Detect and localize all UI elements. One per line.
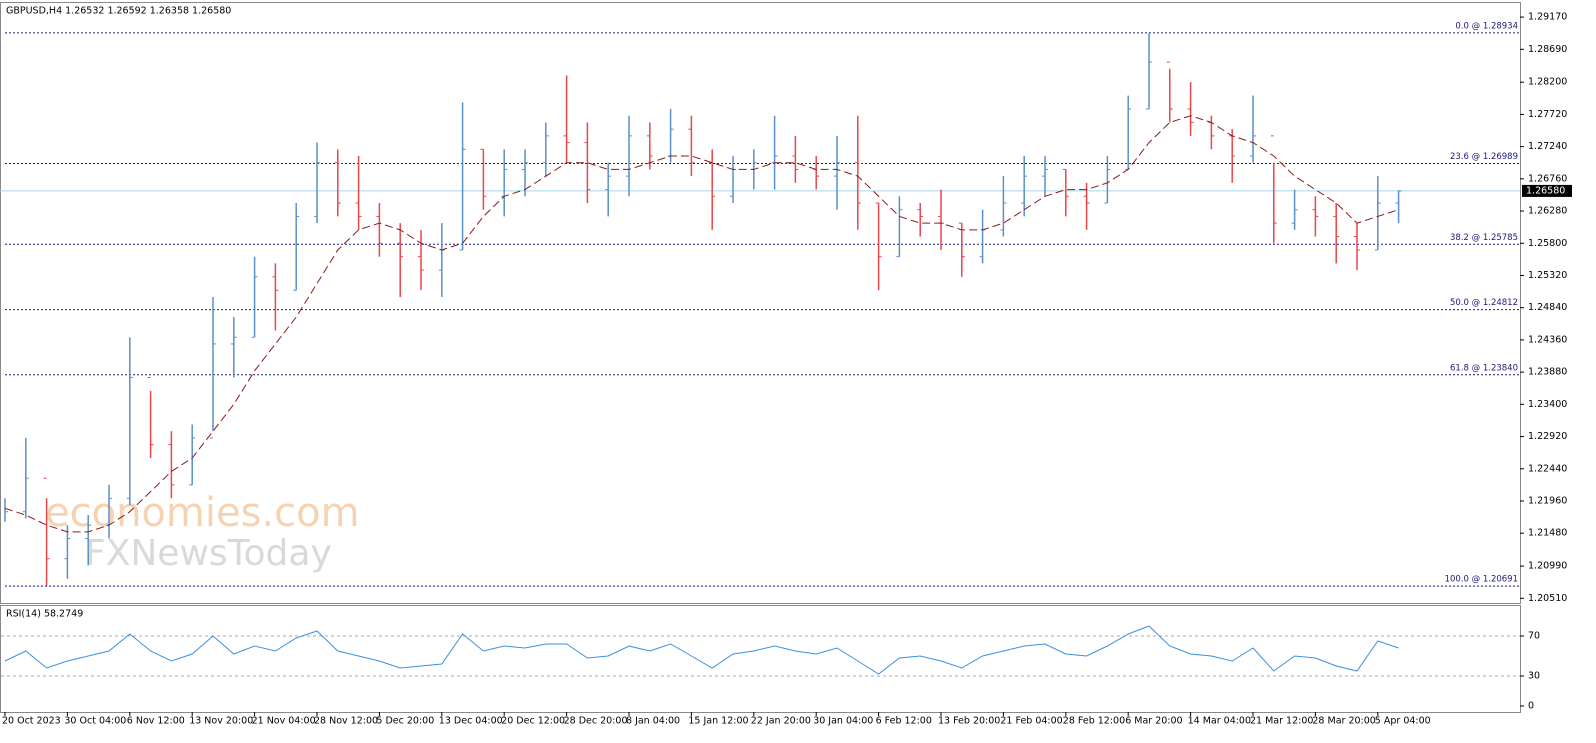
y-tick-label: 1.23880	[1528, 367, 1567, 378]
y-tick-label: 1.26280	[1528, 206, 1567, 217]
x-tick-label: 13 Dec 04:00	[439, 716, 503, 727]
fib-label: 0.0 @ 1.28934	[1455, 21, 1518, 31]
x-tick-label: 6 Nov 12:00	[127, 716, 185, 727]
x-tick-label: 28 Dec 20:00	[564, 716, 628, 727]
x-tick-label: 5 Apr 04:00	[1375, 716, 1431, 727]
y-tick-label: 1.21960	[1528, 495, 1567, 506]
y-tick-label: 0	[1528, 701, 1534, 712]
y-tick-label: 1.28200	[1528, 77, 1567, 88]
fib-label: 50.0 @ 1.24812	[1450, 298, 1518, 308]
watermark: economies.com	[45, 490, 360, 536]
y-tick-label: 1.22920	[1528, 431, 1567, 442]
y-tick-label: 1.22440	[1528, 463, 1567, 474]
x-tick-label: 28 Nov 12:00	[314, 716, 378, 727]
x-tick-label: 15 Jan 12:00	[688, 716, 748, 727]
fib-label: 38.2 @ 1.25785	[1450, 233, 1518, 243]
rsi-line	[4, 625, 1399, 675]
x-tick-label: 21 Nov 04:00	[252, 716, 316, 727]
x-tick-label: 21 Feb 04:00	[1000, 716, 1062, 727]
y-tick-label: 70	[1528, 631, 1540, 642]
x-tick-label: 28 Mar 20:00	[1312, 716, 1375, 727]
last-price-label: 1.26580	[1526, 185, 1565, 196]
x-tick-label: 30 Oct 04:00	[64, 716, 126, 727]
x-tick-label: 28 Feb 12:00	[1063, 716, 1125, 727]
y-tick-label: 1.23400	[1528, 399, 1567, 410]
x-tick-label: 14 Mar 04:00	[1188, 716, 1251, 727]
x-tick-label: 21 Mar 12:00	[1250, 716, 1313, 727]
y-tick-label: 1.20990	[1528, 561, 1567, 572]
y-tick-label: 1.21480	[1528, 528, 1567, 539]
y-tick-label: 1.28690	[1528, 44, 1567, 55]
fib-label: 61.8 @ 1.23840	[1450, 363, 1518, 373]
y-tick-label: 1.26760	[1528, 173, 1567, 184]
main-panel	[0, 2, 1521, 604]
x-tick-label: 13 Nov 20:00	[189, 716, 253, 727]
chart-title: GBPUSD,H4 1.26532 1.26592 1.26358 1.2658…	[6, 6, 231, 17]
x-tick-label: 30 Jan 04:00	[813, 716, 873, 727]
fib-label: 23.6 @ 1.26989	[1450, 152, 1518, 162]
y-tick-label: 1.24840	[1528, 302, 1567, 313]
rsi-panel	[0, 605, 1521, 713]
x-tick-label: 6 Mar 20:00	[1125, 716, 1182, 727]
y-tick-label: 1.25320	[1528, 270, 1567, 281]
x-tick-label: 20 Dec 12:00	[501, 716, 565, 727]
watermark: FXNewsToday	[85, 533, 332, 574]
x-tick-label: 6 Feb 12:00	[876, 716, 932, 727]
x-tick-label: 22 Jan 20:00	[751, 716, 811, 727]
x-tick-label: 13 Feb 20:00	[938, 716, 1000, 727]
y-tick-label: 1.29170	[1528, 12, 1567, 23]
x-tick-label: 8 Jan 04:00	[626, 716, 680, 727]
y-tick-label: 30	[1528, 671, 1540, 682]
x-tick-label: 20 Oct 2023	[2, 716, 61, 727]
y-tick-label: 1.27720	[1528, 109, 1567, 120]
last-price-box	[1522, 184, 1572, 197]
y-tick-label: 1.24360	[1528, 334, 1567, 345]
fib-label: 100.0 @ 1.20691	[1445, 575, 1518, 585]
x-tick-label: 5 Dec 20:00	[376, 716, 434, 727]
y-tick-label: 1.25800	[1528, 238, 1567, 249]
y-tick-label: 1.27240	[1528, 141, 1567, 152]
y-tick-label: 1.20510	[1528, 593, 1567, 604]
rsi-title: RSI(14) 58.2749	[6, 609, 83, 620]
moving-average	[4, 115, 1399, 533]
